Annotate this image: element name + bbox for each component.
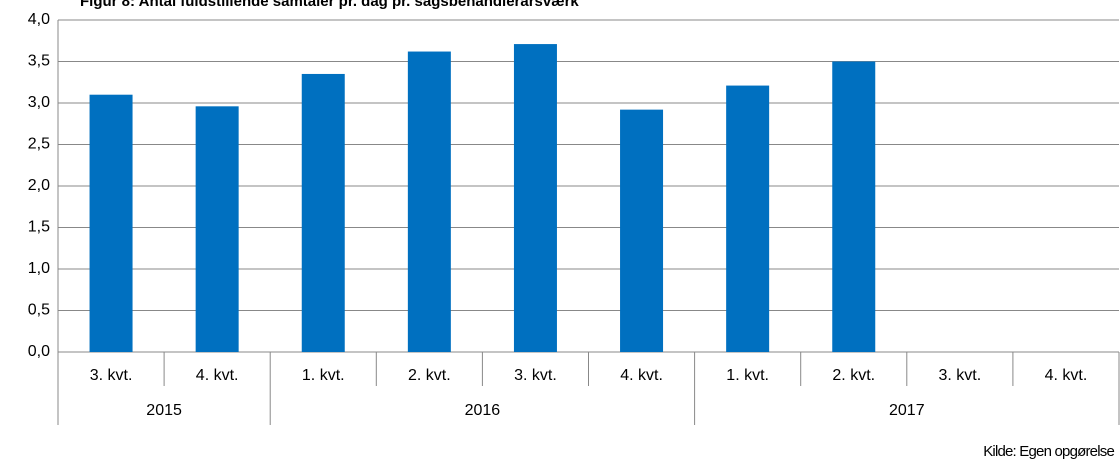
x-tick-label: 2. kvt. bbox=[408, 367, 451, 384]
x-tick-label: 4. kvt. bbox=[620, 367, 663, 384]
bar bbox=[513, 44, 557, 352]
x-group-label: 2016 bbox=[465, 402, 501, 419]
y-tick-label: 4,0 bbox=[28, 11, 50, 28]
x-tick-label: 4. kvt. bbox=[196, 367, 239, 384]
bar bbox=[407, 51, 451, 352]
y-tick-label: 3,0 bbox=[28, 94, 50, 111]
x-group-label: 2017 bbox=[889, 402, 925, 419]
x-tick-label: 3. kvt. bbox=[939, 367, 982, 384]
y-tick-label: 0,0 bbox=[28, 343, 50, 360]
y-tick-label: 3,5 bbox=[28, 53, 50, 70]
y-tick-label: 1,0 bbox=[28, 260, 50, 277]
y-tick-label: 0,5 bbox=[28, 302, 50, 319]
bar bbox=[832, 61, 876, 352]
x-group-label: 2015 bbox=[146, 402, 182, 419]
bar bbox=[195, 106, 239, 352]
x-tick-label: 1. kvt. bbox=[726, 367, 769, 384]
bar bbox=[620, 109, 664, 352]
y-tick-label: 1,5 bbox=[28, 219, 50, 236]
bar bbox=[726, 85, 770, 352]
x-tick-label: 4. kvt. bbox=[1045, 367, 1088, 384]
x-tick-label: 3. kvt. bbox=[90, 367, 133, 384]
bar bbox=[301, 73, 345, 352]
bar bbox=[89, 94, 133, 352]
y-tick-label: 2,0 bbox=[28, 177, 50, 194]
source-note: Kilde: Egen opgørelse bbox=[983, 443, 1114, 460]
y-tick-label: 2,5 bbox=[28, 136, 50, 153]
x-tick-label: 3. kvt. bbox=[514, 367, 557, 384]
x-tick-label: 2. kvt. bbox=[832, 367, 875, 384]
chart-title: Figur 8: Antal fuldstillende samtaler pr… bbox=[80, 0, 579, 10]
x-tick-label: 1. kvt. bbox=[302, 367, 345, 384]
